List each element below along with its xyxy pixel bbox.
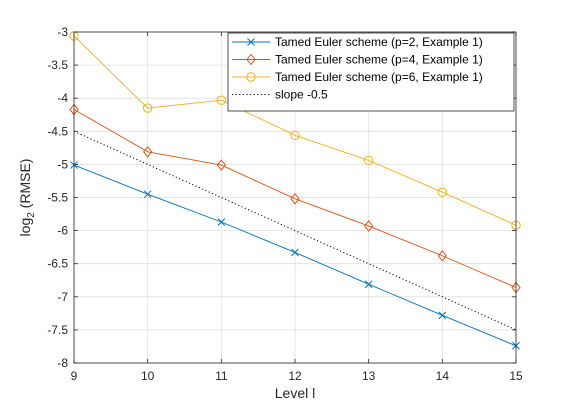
circle-marker (142, 103, 153, 113)
series-2 (69, 103, 521, 294)
y-tick-label: -6 (57, 224, 68, 238)
x-tick-label: 13 (362, 369, 376, 383)
y-tick-label: -4 (57, 91, 68, 105)
y-tick-label: -3.5 (47, 58, 68, 72)
y-tick-label: -7 (57, 290, 68, 304)
x-marker-stroke (364, 280, 373, 289)
x-marker-stroke (247, 38, 255, 46)
diamond-marker (364, 220, 374, 232)
legend-label: Tamed Euler scheme (p=2, Example 1) (275, 35, 483, 49)
x-marker (217, 218, 226, 226)
circle-marker (290, 130, 300, 140)
series-layer (69, 31, 521, 350)
legend-entry: slope -0.5 (232, 88, 328, 102)
x-marker (438, 311, 447, 320)
series-1 (70, 161, 520, 350)
circle-marker (246, 72, 256, 82)
x-tick-label: 11 (215, 369, 228, 383)
x-tick-label: 10 (141, 369, 155, 383)
x-marker-stroke (217, 218, 226, 226)
series-4 (73, 130, 517, 331)
legend: Tamed Euler scheme (p=2, Example 1) Tamed… (227, 32, 515, 112)
circle-marker (363, 155, 374, 166)
legend-entry: Tamed Euler scheme (p=2, Example 1) (232, 35, 483, 49)
circle-marker (437, 187, 448, 197)
x-marker (143, 190, 152, 199)
series-line (73, 130, 517, 331)
series-line (73, 35, 517, 226)
y-tick-label: -5 (57, 157, 68, 171)
x-marker-stroke (143, 190, 152, 199)
legend-label: Tamed Euler scheme (p=6, Example 1) (275, 70, 483, 84)
legend-entry: Tamed Euler scheme (p=6, Example 1) (232, 70, 483, 84)
diamond-marker (216, 159, 226, 171)
y-tick-label: -8 (57, 356, 68, 370)
y-tick-label: -6.5 (47, 257, 68, 271)
x-marker (364, 280, 373, 289)
x-tick-label: 15 (509, 369, 523, 383)
y-tick-label: -4.5 (47, 124, 68, 138)
legend-box (227, 32, 515, 112)
series-3 (69, 31, 521, 231)
x-marker-stroke (438, 311, 447, 320)
y-axis-label: log2 (RMSE) (17, 159, 37, 237)
x-marker (247, 38, 255, 46)
y-tick-label: -5.5 (47, 191, 68, 205)
diamond-marker (290, 193, 300, 205)
x-tick-label: 9 (71, 369, 78, 383)
x-marker-stroke (291, 248, 299, 257)
x-tick-label: 14 (436, 369, 450, 383)
legend-entry: Tamed Euler scheme (p=4, Example 1) (232, 53, 483, 67)
diamond-marker (246, 53, 256, 66)
y-axis-label-rest: (RMSE) (17, 159, 33, 213)
y-axis-label-subscript: 2 (26, 212, 37, 218)
legend-label: Tamed Euler scheme (p=4, Example 1) (275, 53, 483, 67)
x-tick-label: 12 (288, 369, 302, 383)
x-axis-label: Level l (275, 385, 315, 401)
diamond-marker (437, 249, 447, 262)
x-marker (291, 248, 299, 257)
series-line (73, 109, 517, 288)
axis-ticks: 9 10 11 12 13 14 15 -3 -3.5 -4 -4.5 -5 -5.5 -6 -6.5 -7 -… (47, 25, 523, 383)
legend-label: slope -0.5 (275, 88, 328, 102)
diamond-marker (143, 146, 153, 158)
circle-marker (216, 95, 227, 105)
y-tick-label: -3 (57, 25, 68, 39)
y-tick-label: -7.5 (47, 323, 68, 337)
y-axis-label-main: log (17, 218, 33, 237)
